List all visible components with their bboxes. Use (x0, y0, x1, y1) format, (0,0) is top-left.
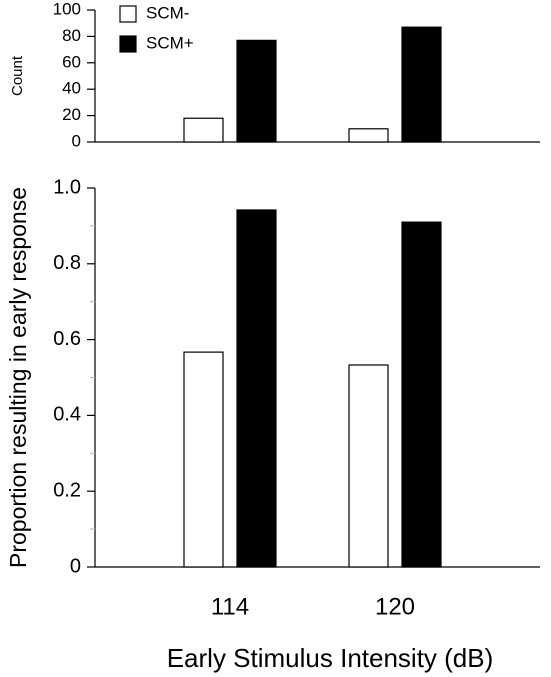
legend-swatch (119, 5, 137, 23)
y-tick-label: 0 (70, 555, 81, 577)
y-tick-label: 0.6 (53, 328, 81, 350)
y-tick-label: 0.2 (53, 479, 81, 501)
bar (348, 364, 389, 568)
y-tick-label: 0 (72, 131, 81, 150)
y-tick-label: 80 (62, 26, 81, 45)
bar (183, 117, 224, 143)
legend-swatch (119, 35, 137, 53)
y-tick-label: 100 (53, 0, 81, 18)
y-tick-label: 20 (62, 105, 81, 124)
bar (401, 221, 442, 568)
legend-label: SCM+ (146, 33, 194, 52)
y-axis-label: Proportion resulting in early response (5, 187, 31, 568)
y-tick-label: 40 (62, 79, 81, 98)
x-axis-label: Early Stimulus Intensity (dB) (167, 643, 494, 673)
bar (348, 128, 389, 143)
x-tick-label: 120 (375, 593, 415, 620)
bar (236, 39, 277, 143)
legend-label: SCM- (146, 3, 189, 22)
y-tick-label: 60 (62, 52, 81, 71)
y-tick-label: 1.0 (53, 176, 81, 198)
y-axis-label: Count (9, 55, 26, 96)
bar (401, 26, 442, 143)
y-tick-label: 0.4 (53, 404, 81, 426)
y-tick-label: 0.8 (53, 252, 81, 274)
x-tick-label: 114 (211, 593, 249, 620)
bar (236, 209, 277, 568)
bar (183, 351, 224, 568)
